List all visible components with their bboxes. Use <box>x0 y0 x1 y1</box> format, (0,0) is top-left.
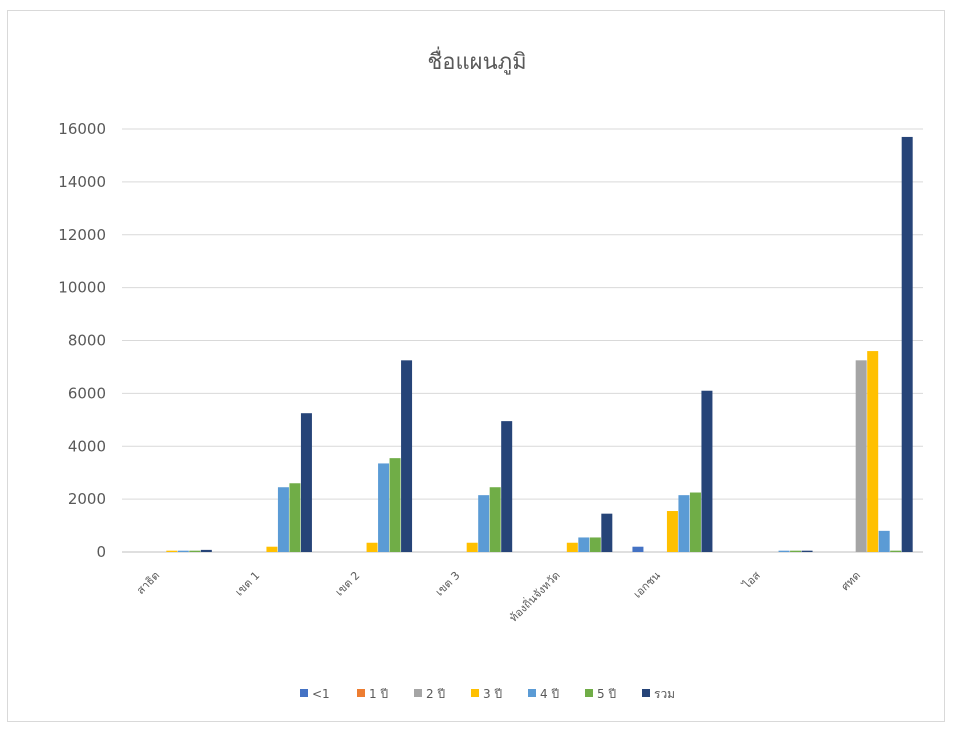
x-tick-label: สาธิต <box>134 569 162 597</box>
bar <box>689 492 701 552</box>
bar <box>632 546 644 552</box>
bars <box>166 136 913 552</box>
legend-swatch <box>642 689 650 697</box>
y-axis-ticks: 0 2000 4000 6000 8000 10000 12000 14000 16000 <box>58 120 106 561</box>
legend-swatch <box>471 689 479 697</box>
legend-label: 1 ปี <box>369 687 388 701</box>
legend-swatch <box>414 689 422 697</box>
bar <box>666 511 678 552</box>
bar <box>878 530 890 552</box>
bar <box>601 513 613 552</box>
bar <box>501 421 513 552</box>
bar <box>890 550 902 552</box>
bar <box>401 360 413 552</box>
bar <box>801 550 813 552</box>
bar <box>867 351 879 552</box>
chart-title: ชื่อแผนภูมิ <box>427 46 526 75</box>
y-tick-label: 14000 <box>58 173 106 191</box>
x-tick-label: เขต 1 <box>233 569 263 599</box>
bar <box>478 495 490 552</box>
legend-label: 5 ปี <box>597 687 616 701</box>
y-tick-label: 16000 <box>58 120 106 138</box>
legend-label: 3 ปี <box>483 687 502 701</box>
bar <box>200 549 212 552</box>
bar <box>300 413 312 552</box>
y-tick-label: 12000 <box>58 226 106 244</box>
bar <box>366 542 378 552</box>
bar <box>901 136 913 552</box>
bar <box>466 542 478 552</box>
bar <box>778 550 790 552</box>
x-axis-labels: สาธิต เขต 1 เขต 2 เขต 3 ท้องถิ่นจังหวัด เอกชน… <box>134 568 863 625</box>
x-tick-label: เขต 2 <box>333 569 363 599</box>
bar <box>589 537 601 552</box>
x-tick-label: ท้องถิ่นจังหวัด <box>506 568 563 625</box>
y-tick-label: 0 <box>96 543 106 561</box>
legend-swatch <box>357 689 365 697</box>
legend-swatch <box>300 689 308 697</box>
bar <box>389 458 401 552</box>
bar <box>578 537 590 552</box>
gridlines <box>122 128 923 553</box>
bar <box>855 360 867 552</box>
legend-swatch <box>585 689 593 697</box>
x-tick-label: เอกชน <box>631 569 663 601</box>
bar <box>277 487 289 552</box>
y-tick-label: 10000 <box>58 279 106 297</box>
legend-label: 2 ปี <box>426 687 445 701</box>
bar <box>378 463 390 552</box>
chart-frame: ชื่อแผนภูมิ 0 2000 4000 6000 8000 10000 12000 1… <box>7 10 945 722</box>
legend-swatch <box>528 689 536 697</box>
bar <box>701 390 713 552</box>
bar <box>177 550 189 552</box>
legend-label: <1 <box>312 687 330 701</box>
x-tick-label: เขต 3 <box>433 569 463 599</box>
y-tick-label: 6000 <box>68 384 106 402</box>
bar <box>166 550 178 552</box>
x-tick-label: ศทด <box>839 569 863 593</box>
bar-chart: ชื่อแผนภูมิ 0 2000 4000 6000 8000 10000 12000 1… <box>58 46 923 701</box>
x-tick-label: ไอส <box>740 569 763 592</box>
bar <box>489 487 501 552</box>
bar <box>790 550 802 552</box>
bar <box>289 483 301 552</box>
y-tick-label: 8000 <box>68 332 106 350</box>
legend-label: รวม <box>654 687 675 701</box>
bar <box>566 542 578 552</box>
bar <box>189 550 201 552</box>
legend-label: 4 ปี <box>540 687 559 701</box>
bar <box>678 495 690 552</box>
y-tick-label: 2000 <box>68 490 106 508</box>
legend: <1 1 ปี 2 ปี 3 ปี 4 ปี 5 ปี รวม <box>300 687 675 701</box>
y-tick-label: 4000 <box>68 437 106 455</box>
bar <box>266 546 278 552</box>
